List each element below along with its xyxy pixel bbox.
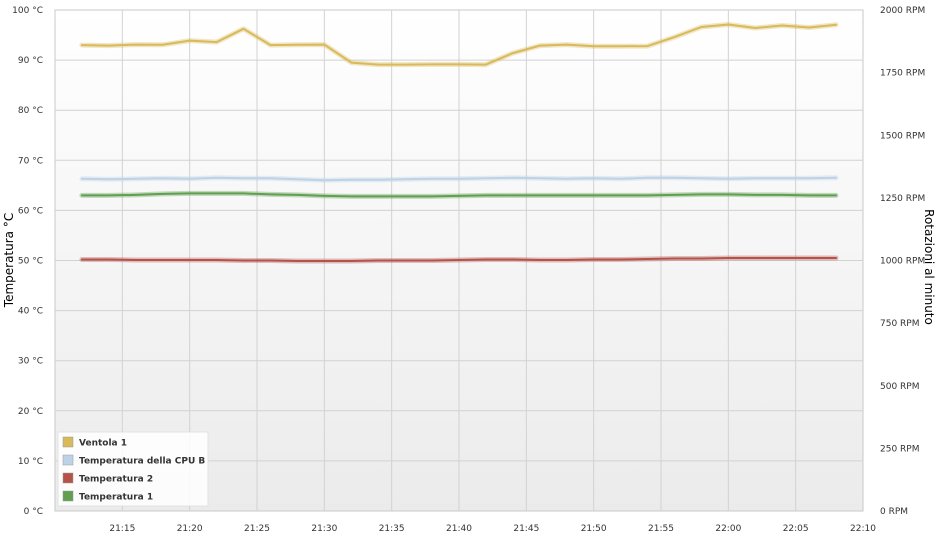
x-tick-label: 21:15 — [109, 524, 135, 534]
x-tick-label: 21:20 — [177, 524, 203, 534]
y-right-tick-label: 0 RPM — [880, 507, 908, 517]
y-right-tick-label: 1500 RPM — [880, 131, 925, 141]
series-line — [80, 176, 838, 182]
y-left-tick-label: 20 °C — [18, 407, 43, 417]
y-right-axis-title: Rotazioni al minuto — [922, 209, 936, 325]
y-left-tick-label: 90 °C — [18, 56, 43, 66]
x-tick-label: 21:50 — [581, 524, 607, 534]
y-right-tick-label: 500 RPM — [880, 382, 920, 392]
y-right-tick-label: 1750 RPM — [880, 69, 925, 79]
y-left-tick-label: 0 °C — [24, 507, 43, 517]
legend-swatch — [62, 454, 74, 466]
x-tick-label: 22:00 — [715, 524, 741, 534]
x-tick-label: 21:45 — [513, 524, 539, 534]
x-tick-label: 21:25 — [244, 524, 270, 534]
x-tick-label: 21:35 — [379, 524, 405, 534]
y-left-tick-label: 10 °C — [18, 457, 43, 467]
legend-label: Ventola 1 — [79, 439, 127, 449]
axis-labels: 0 °C 10 °C 20 °C 30 °C 40 °C 50 °C 60 °C 70 °C 8… — [12, 6, 925, 534]
x-tick-label: 21:30 — [311, 524, 337, 534]
series-line — [80, 23, 838, 66]
y-left-axis-title: Temperatura °C — [2, 213, 16, 308]
legend-label: Temperatura 2 — [79, 475, 153, 485]
x-tick-label: 22:10 — [850, 524, 876, 534]
y-left-tick-label: 100 °C — [12, 6, 43, 16]
series-layer — [79, 22, 839, 264]
y-right-tick-label: 750 RPM — [880, 319, 920, 329]
y-right-tick-label: 1250 RPM — [880, 194, 925, 204]
x-tick-label: 22:05 — [783, 524, 809, 534]
y-left-tick-label: 50 °C — [18, 257, 43, 267]
y-left-tick-label: 30 °C — [18, 357, 43, 367]
y-right-tick-label: 1000 RPM — [880, 257, 925, 267]
series-line — [80, 192, 838, 198]
y-left-tick-label: 80 °C — [18, 106, 43, 116]
y-left-tick-label: 70 °C — [18, 156, 43, 166]
legend-box — [57, 431, 209, 507]
x-tick-label: 21:55 — [648, 524, 674, 534]
legend-label: Temperatura della CPU B — [79, 457, 205, 467]
legend-swatch — [62, 490, 74, 502]
series-line — [80, 257, 838, 262]
legend-swatch — [62, 472, 74, 484]
x-tick-label: 21:40 — [446, 524, 472, 534]
legend-label: Temperatura 1 — [79, 493, 153, 503]
legend: Ventola 1 Temperatura della CPU B Temperat… — [57, 431, 209, 507]
y-left-tick-label: 40 °C — [18, 307, 43, 317]
y-right-tick-label: 250 RPM — [880, 444, 920, 454]
y-right-tick-label: 2000 RPM — [880, 6, 925, 16]
legend-swatch — [62, 436, 74, 448]
y-left-tick-label: 60 °C — [18, 206, 43, 216]
